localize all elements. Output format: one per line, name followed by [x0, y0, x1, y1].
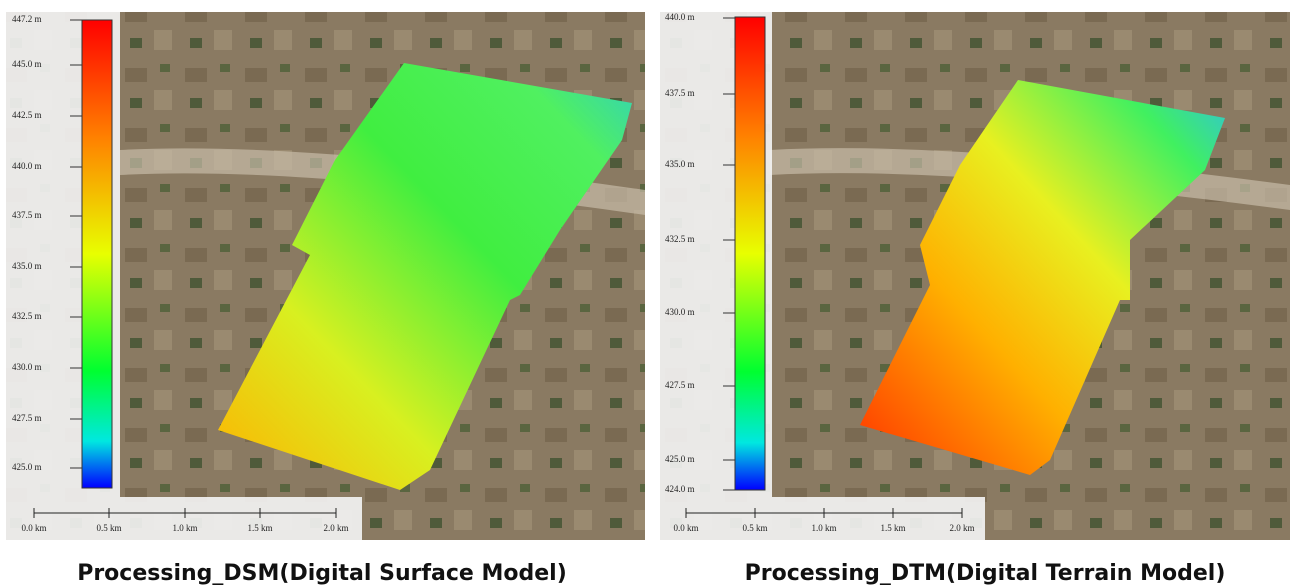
- scale-label: 1.0 km: [811, 523, 836, 533]
- legend-label: 440.0 m: [665, 12, 695, 22]
- legend-label: 432.5 m: [665, 234, 695, 244]
- panel-dtm: [660, 12, 1290, 540]
- scale-label: 0.5 km: [742, 523, 767, 533]
- panel-dsm: [6, 12, 645, 540]
- legend-label: 425.0 m: [665, 454, 695, 464]
- legend-label: 427.5 m: [12, 413, 42, 423]
- legend-label: 437.5 m: [12, 210, 42, 220]
- caption: Processing_DSM(Digital Surface Model): [77, 561, 567, 585]
- legend-label: 435.0 m: [12, 261, 42, 271]
- legend-label: 430.0 m: [12, 362, 42, 372]
- legend-label: 430.0 m: [665, 307, 695, 317]
- color-bar: [82, 20, 112, 488]
- page: 447.2 m 445.0 m 442.5 m 440.0 m 437.5 m 435.0…: [0, 0, 1291, 585]
- legend-label: 437.5 m: [665, 88, 695, 98]
- scale-label: 0.0 km: [673, 523, 698, 533]
- color-bar: [735, 17, 765, 490]
- scale-label: 0.0 km: [21, 523, 46, 533]
- scale-label: 0.5 km: [96, 523, 121, 533]
- scale-box: [6, 497, 362, 540]
- legend-label: 427.5 m: [665, 380, 695, 390]
- caption: Processing_DTM(Digital Terrain Model): [745, 561, 1226, 585]
- legend-label: 445.0 m: [12, 59, 42, 69]
- scale-label: 2.0 km: [323, 523, 348, 533]
- legend-label: 447.2 m: [12, 14, 42, 24]
- legend-label: 424.0 m: [665, 484, 695, 494]
- legend-label: 435.0 m: [665, 159, 695, 169]
- scale-box: [660, 497, 985, 540]
- scale-label: 1.5 km: [880, 523, 905, 533]
- legend-label: 425.0 m: [12, 462, 42, 472]
- scale-label: 1.0 km: [172, 523, 197, 533]
- scale-label: 2.0 km: [949, 523, 974, 533]
- legend-label: 442.5 m: [12, 110, 42, 120]
- scale-label: 1.5 km: [247, 523, 272, 533]
- legend-label: 432.5 m: [12, 311, 42, 321]
- legend-label: 440.0 m: [12, 161, 42, 171]
